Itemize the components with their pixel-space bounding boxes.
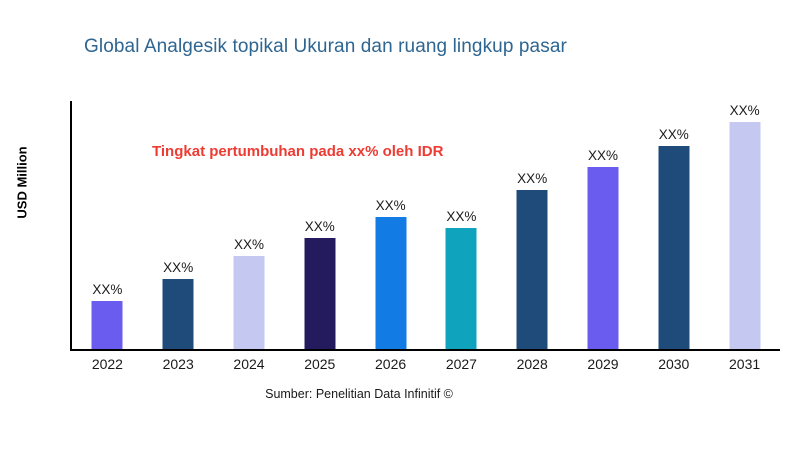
plot-area: Tingkat pertumbuhan pada xx% oleh IDR XX…	[70, 101, 780, 351]
bar-2030[interactable]	[658, 145, 690, 349]
source-note: Sumber: Penelitian Data Infinitif ©	[265, 387, 453, 401]
x-axis-line	[70, 349, 780, 351]
x-tick-2026: 2026	[375, 356, 407, 372]
bar-group: XX%	[72, 101, 143, 349]
x-tick-2030: 2030	[658, 356, 690, 372]
bar-value-label: XX%	[92, 282, 123, 298]
bar-value-label: XX%	[163, 259, 194, 275]
x-tick-2031: 2031	[729, 356, 761, 372]
bar-2029[interactable]	[587, 167, 619, 349]
x-axis-tick-labels: 2022 2023 2024 2025 2026 2027 2028 2029 2030 2031	[72, 356, 780, 380]
x-tick-2029: 2029	[587, 356, 619, 372]
bar-group: XX%	[497, 101, 568, 349]
bar-group: XX%	[284, 101, 355, 349]
bar-2028[interactable]	[516, 190, 548, 349]
bar-group: XX%	[568, 101, 639, 349]
y-axis-line	[70, 101, 72, 351]
y-axis-label: USD Million	[14, 146, 30, 219]
x-tick-2028: 2028	[516, 356, 548, 372]
bar-value-label: XX%	[517, 171, 548, 187]
x-tick-2022: 2022	[91, 356, 123, 372]
bar-value-label: XX%	[375, 198, 406, 214]
bar-value-label: XX%	[658, 126, 689, 142]
bar-group: XX%	[426, 101, 497, 349]
bar-group: XX%	[638, 101, 709, 349]
bar-value-label: XX%	[304, 218, 335, 234]
bar-2023[interactable]	[162, 278, 194, 349]
bar-2026[interactable]	[375, 217, 407, 349]
bar-series: XX% XX% XX% XX% XX% XX% XX% XX% XX% XX%	[72, 101, 780, 351]
growth-rate-annotation: Tingkat pertumbuhan pada xx% oleh IDR	[152, 143, 444, 160]
bar-2022[interactable]	[91, 301, 123, 349]
bar-value-label: XX%	[233, 236, 264, 252]
x-tick-2024: 2024	[233, 356, 265, 372]
page-title: Global Analgesik topikal Ukuran dan ruan…	[84, 36, 567, 57]
bar-value-label: XX%	[729, 102, 760, 118]
bar-value-label: XX%	[446, 208, 477, 224]
bar-2027[interactable]	[445, 227, 477, 349]
bar-value-label: XX%	[587, 148, 618, 164]
bar-2031[interactable]	[729, 121, 761, 349]
bar-group: XX%	[709, 101, 780, 349]
bar-group: XX%	[143, 101, 214, 349]
x-tick-2025: 2025	[304, 356, 336, 372]
bar-2024[interactable]	[233, 255, 265, 349]
bar-group: XX%	[214, 101, 285, 349]
x-tick-2027: 2027	[445, 356, 477, 372]
bar-group: XX%	[355, 101, 426, 349]
x-tick-2023: 2023	[162, 356, 194, 372]
bar-2025[interactable]	[304, 237, 336, 349]
